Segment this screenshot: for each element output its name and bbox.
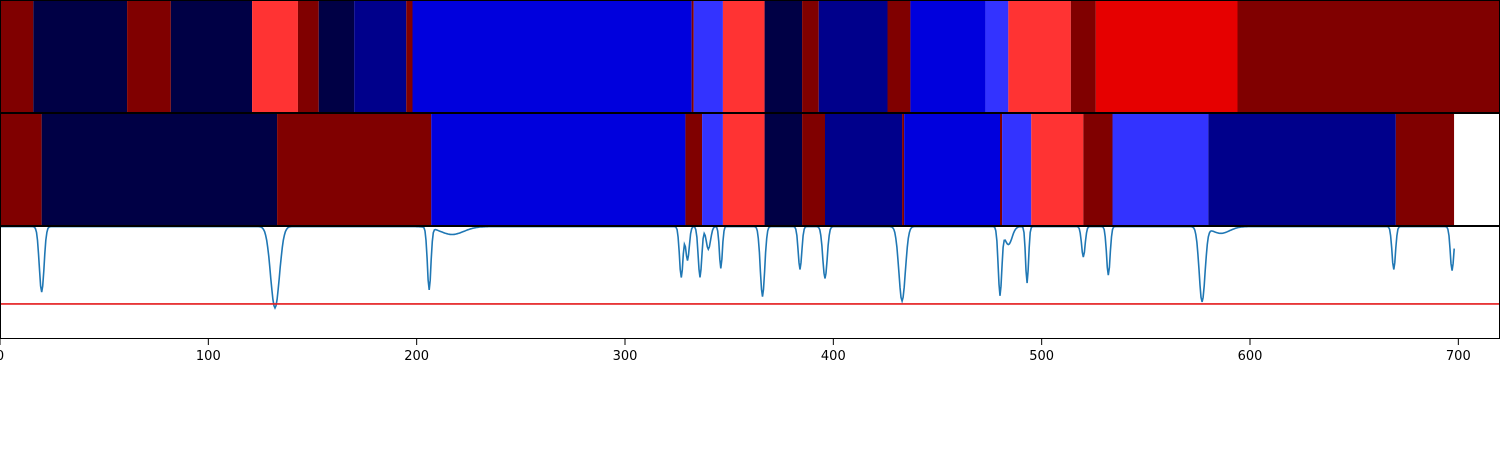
x-tick-label-400: 400 [821, 349, 846, 364]
x-tick-label-200: 200 [404, 349, 429, 364]
x-axis: 0 100 200 300 400 500 600 700 [0, 339, 1471, 364]
heatmap-segment-1-14 [1031, 113, 1083, 226]
heatmap-segment-0-10 [692, 0, 694, 113]
heatmap-segment-0-20 [1071, 0, 1096, 113]
heatmap-segment-0-14 [802, 0, 819, 113]
heatmap-segment-1-4 [685, 113, 702, 226]
heatmap-segment-0-1 [33, 0, 127, 113]
heatmap-segment-1-9 [825, 113, 902, 226]
heatmap-row-top [0, 0, 1500, 113]
x-tick-label-700: 700 [1446, 349, 1471, 364]
heatmap-segment-1-18 [1396, 113, 1454, 226]
heatmap-segment-1-8 [802, 113, 825, 226]
heatmap-segment-0-4 [252, 0, 298, 113]
heatmap-segment-0-5 [298, 0, 319, 113]
heatmap-segment-0-3 [171, 0, 252, 113]
x-tick-label-0: 0 [0, 349, 4, 364]
heatmap-segment-1-2 [277, 113, 431, 226]
heatmap-segment-1-10 [902, 113, 904, 226]
panel-frame-2 [1, 227, 1500, 339]
heatmap-segment-0-7 [354, 0, 406, 113]
heatmap-segment-1-3 [431, 113, 685, 226]
heatmap-segment-1-19 [1454, 113, 1500, 226]
heatmap-segment-0-6 [319, 0, 354, 113]
x-tick-label-500: 500 [1029, 349, 1054, 364]
heatmap-segment-1-13 [1002, 113, 1031, 226]
heatmap-row-middle [0, 113, 1500, 226]
heatmap-segment-0-9 [413, 0, 692, 113]
heatmap-segment-1-0 [0, 113, 42, 226]
x-tick-label-300: 300 [613, 349, 638, 364]
heatmap-segment-0-21 [1096, 0, 1238, 113]
heatmap-segment-0-11 [694, 0, 723, 113]
x-tick-label-100: 100 [196, 349, 221, 364]
heatmap-segment-0-17 [910, 0, 985, 113]
heatmap-segment-0-8 [406, 0, 412, 113]
heatmap-segment-1-12 [1000, 113, 1002, 226]
heatmap-segment-1-15 [1083, 113, 1112, 226]
heatmap-segment-0-19 [1008, 0, 1070, 113]
heatmap-segment-0-12 [723, 0, 765, 113]
heatmap-segment-1-16 [1113, 113, 1209, 226]
heatmap-segment-0-18 [985, 0, 1008, 113]
signal-line [0, 227, 1454, 308]
heatmap-segment-1-11 [904, 113, 1000, 226]
heatmap-segment-0-15 [819, 0, 888, 113]
heatmap-segment-1-17 [1208, 113, 1396, 226]
heatmap-segment-0-0 [0, 0, 33, 113]
x-tick-label-600: 600 [1238, 349, 1263, 364]
heatmap-segment-0-16 [888, 0, 911, 113]
heatmap-segment-1-1 [42, 113, 277, 226]
heatmap-segment-0-13 [765, 0, 803, 113]
heatmap-segment-0-2 [127, 0, 171, 113]
heatmap-segment-1-5 [702, 113, 723, 226]
heatmap-segment-0-22 [1238, 0, 1500, 113]
signal-line-panel [0, 227, 1500, 308]
heatmap-segment-1-7 [765, 113, 803, 226]
heatmap-segment-1-6 [723, 113, 765, 226]
